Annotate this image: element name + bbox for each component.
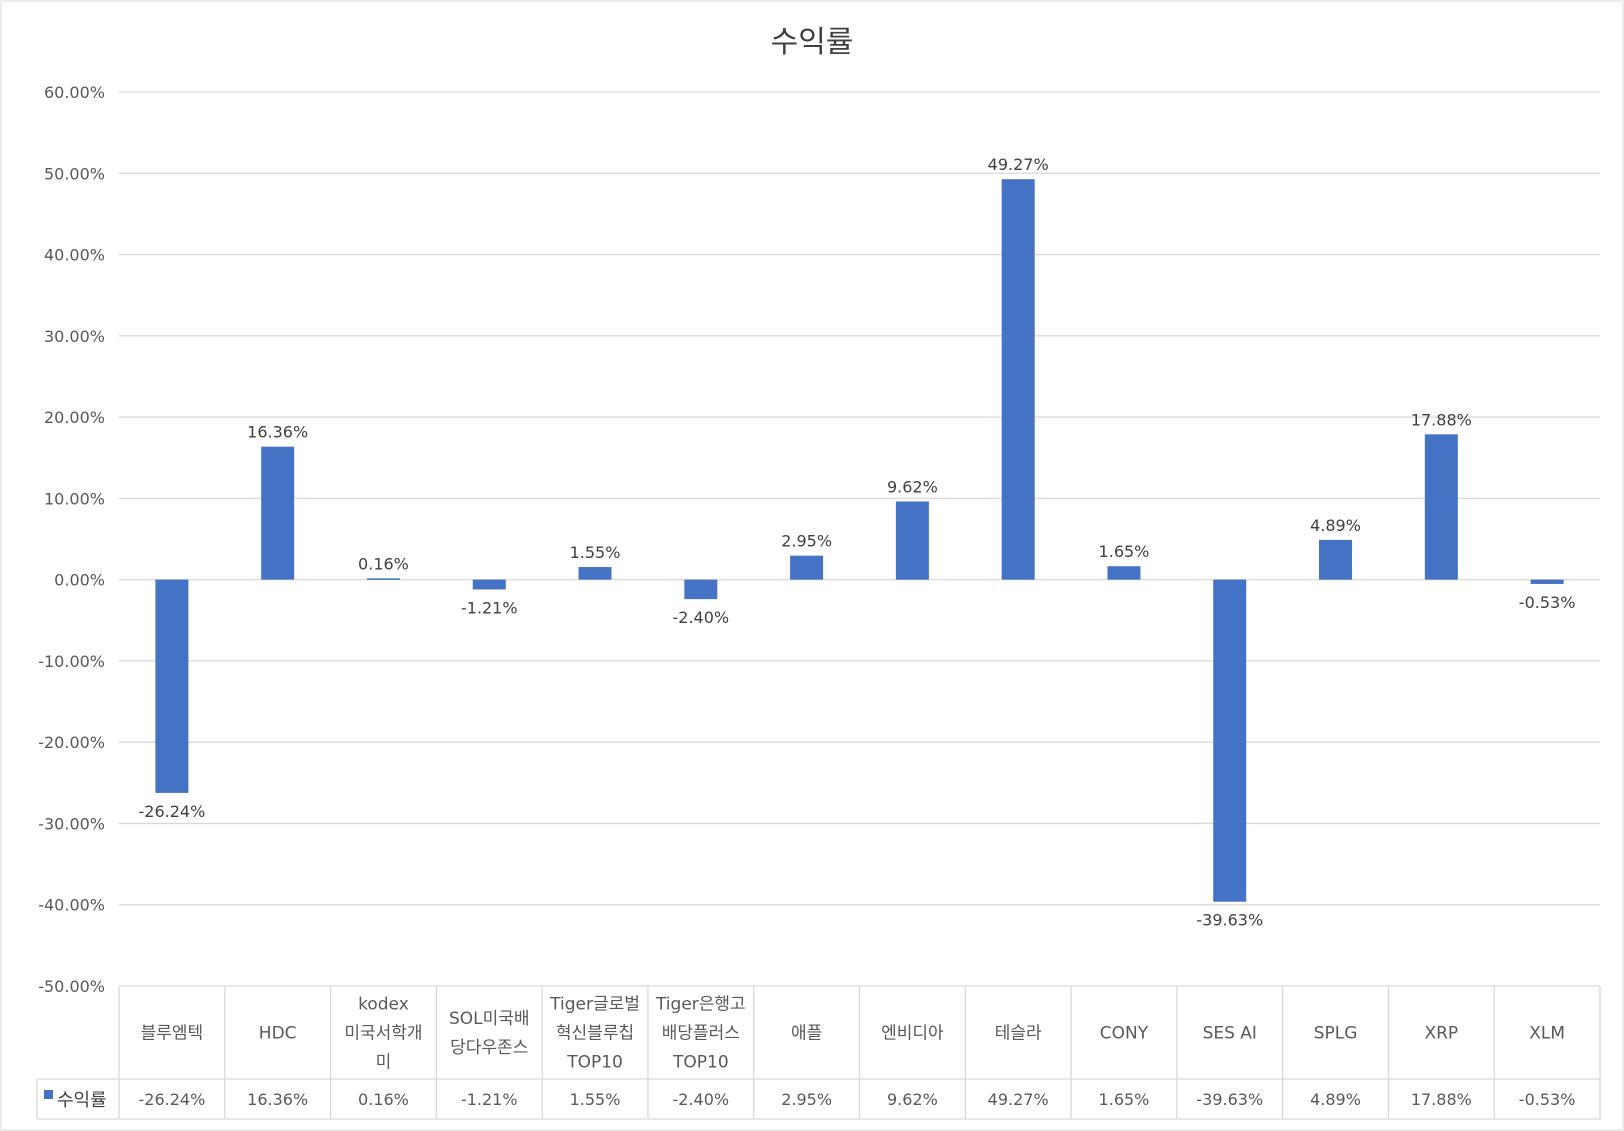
category-label: 미국서학개 [344,1024,422,1044]
category-label: TOP10 [672,1053,729,1073]
category-label: 애플 [791,1024,822,1044]
table-value: -1.21% [461,1090,518,1109]
category-label: 블루엠텍 [141,1024,204,1044]
data-label: 17.88% [1411,410,1472,429]
data-labels: -26.24% 16.36% 0.16% -1.21% 1.55% -2.40% 2.95%… [139,155,1576,930]
table-value: 49.27% [988,1090,1049,1109]
data-label: 4.89% [1310,516,1361,535]
bar [366,578,400,580]
table-value: -0.53% [1519,1090,1576,1109]
table-value: -39.63% [1196,1090,1263,1109]
category-label: 엔비디아 [881,1024,944,1044]
table-value: -26.24% [139,1090,206,1109]
bar [578,567,612,580]
bar [155,579,189,793]
category-label: 당다우존스 [450,1038,528,1058]
category-label: kodex [358,995,409,1015]
category-label: SOL미국배 [449,1009,530,1029]
bar [684,579,718,600]
data-label: 9.62% [887,477,938,496]
data-label: 0.16% [358,554,409,573]
data-label: -1.21% [461,598,518,617]
y-tick-label: 30.00% [44,327,105,346]
category-label: 미 [376,1053,392,1073]
y-tick-label: 20.00% [44,408,105,427]
legend-label: 수익률 [57,1090,107,1111]
table-value: -2.40% [673,1090,730,1109]
table-value: 16.36% [247,1090,308,1109]
bar [1530,579,1564,584]
category-label: CONY [1100,1024,1149,1044]
table-value: 0.16% [358,1090,409,1109]
category-label: SPLG [1314,1024,1358,1044]
bar [790,555,824,580]
category-label: SES AI [1203,1024,1257,1044]
y-tick-label: 40.00% [44,246,105,265]
y-tick-label: 0.00% [54,571,105,590]
category-label: XLM [1529,1024,1565,1044]
category-label: 테슬라 [995,1024,1042,1044]
bar [472,579,506,590]
table-value: 2.95% [781,1090,832,1109]
y-tick-label: -30.00% [38,814,105,833]
bar [1001,179,1035,580]
gridlines [119,91,1600,906]
y-tick-label: -40.00% [38,896,105,915]
bars [155,179,1564,902]
category-label: 혁신블루칩 [556,1024,634,1044]
y-tick-label: 60.00% [44,83,105,102]
y-tick-label: -20.00% [38,733,105,752]
bar [1107,566,1141,580]
data-label: 1.65% [1099,542,1150,561]
bar [1424,434,1458,580]
y-tick-label: 10.00% [44,489,105,508]
category-label: Tiger글로벌 [549,995,640,1015]
category-label: TOP10 [566,1053,623,1073]
y-tick-label: -50.00% [38,977,105,996]
data-label: -0.53% [1519,593,1576,612]
y-axis-ticks: 60.00% 50.00% 40.00% 30.00% 20.00% 10.00% 0.00… [38,83,105,996]
table-value: 1.65% [1099,1090,1150,1109]
bar [1213,579,1247,902]
table-value: 4.89% [1310,1090,1361,1109]
table-value: 9.62% [887,1090,938,1109]
data-label: -39.63% [1196,911,1263,930]
data-label: 16.36% [247,423,308,442]
data-label: -26.24% [139,802,206,821]
y-tick-label: -10.00% [38,652,105,671]
data-label: 49.27% [988,155,1049,174]
data-label: 2.95% [781,532,832,551]
category-label: XRP [1424,1024,1458,1044]
bar [895,501,929,580]
chart-title: 수익률 [771,25,854,60]
category-label: HDC [259,1024,297,1044]
table-value: 17.88% [1411,1090,1472,1109]
bar [261,446,295,580]
y-tick-label: 50.00% [44,164,105,183]
bar [1319,539,1353,580]
data-label: -2.40% [673,608,730,627]
category-label: 배당플러스 [662,1024,740,1044]
category-label: Tiger은행고 [655,995,746,1015]
table-value: 1.55% [570,1090,621,1109]
data-label: 1.55% [570,543,621,562]
legend-key [44,1090,53,1099]
